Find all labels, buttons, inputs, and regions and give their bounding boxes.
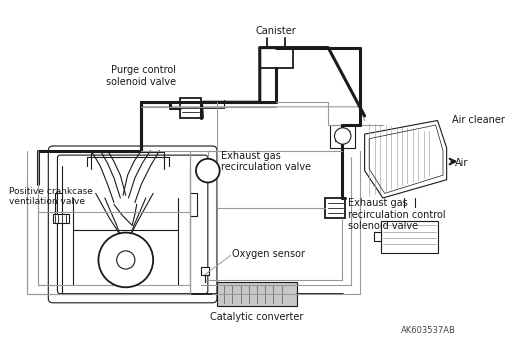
Bar	[201, 267, 209, 275]
Text: Positive crankcase
ventilation valve: Positive crankcase ventilation valve	[9, 187, 93, 206]
Text: AK603537AB: AK603537AB	[401, 326, 456, 335]
Text: Exhaust gas
recirculation valve: Exhaust gas recirculation valve	[221, 151, 311, 172]
Text: Canister: Canister	[256, 26, 296, 36]
Bar	[381, 221, 437, 253]
Bar	[374, 232, 381, 241]
Bar	[180, 98, 201, 118]
Circle shape	[334, 128, 351, 144]
Text: Air: Air	[455, 158, 468, 169]
Circle shape	[98, 233, 153, 287]
Bar	[53, 215, 69, 223]
Bar	[330, 125, 356, 148]
Text: Purge control
solenoid valve: Purge control solenoid valve	[106, 65, 176, 87]
Bar	[260, 47, 292, 68]
Text: Exhaust gas
recirculation control
solenoid valve: Exhaust gas recirculation control soleno…	[348, 198, 446, 231]
Text: Air cleaner: Air cleaner	[452, 115, 505, 125]
FancyBboxPatch shape	[48, 146, 217, 303]
Circle shape	[117, 251, 135, 269]
Bar	[217, 282, 297, 306]
Circle shape	[196, 159, 220, 182]
Text: Oxygen sensor: Oxygen sensor	[232, 250, 306, 259]
FancyBboxPatch shape	[58, 155, 208, 294]
Text: Catalytic converter: Catalytic converter	[211, 312, 304, 322]
Polygon shape	[365, 120, 446, 198]
Bar	[325, 198, 345, 218]
